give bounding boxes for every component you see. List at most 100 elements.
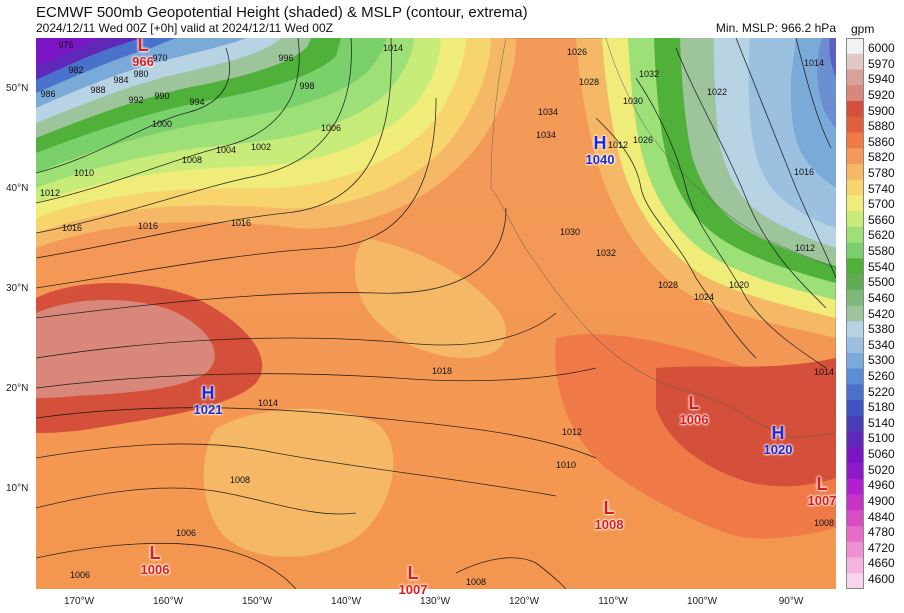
- colorbar-tick-label: 5020: [868, 462, 895, 477]
- isobar-label: 1014: [813, 367, 835, 377]
- colorbar-tick-label: 5220: [868, 384, 895, 399]
- colorbar-swatch: [846, 352, 864, 370]
- lon-label-90w: 90°W: [778, 596, 804, 607]
- colorbar-swatch: [846, 85, 864, 102]
- colorbar-swatch: [846, 289, 864, 307]
- colorbar: [846, 38, 864, 589]
- isobar-label: 1016: [793, 167, 815, 177]
- isobar-label: 1028: [657, 280, 679, 290]
- isobar-label: 988: [90, 85, 106, 95]
- high-value: 1040: [585, 152, 615, 167]
- lon-label-170w: 170°W: [63, 596, 95, 607]
- low-symbol: L: [137, 35, 149, 55]
- low-symbol: L: [149, 543, 161, 563]
- isobar-label: 1032: [595, 248, 617, 258]
- isobar-label: 982: [68, 65, 84, 75]
- colorbar-tick-label: 5820: [868, 150, 895, 165]
- colorbar-swatch: [846, 258, 864, 275]
- colorbar-tick-label: 5700: [868, 197, 895, 212]
- low-symbol: L: [816, 474, 828, 494]
- isobar-label: 1022: [706, 87, 728, 97]
- colorbar-tick-label: 5660: [868, 212, 895, 227]
- colorbar-swatch: [846, 557, 864, 574]
- colorbar-swatch: [846, 38, 864, 55]
- isobar-label: 1034: [535, 130, 557, 140]
- colorbar-frame: [846, 38, 864, 589]
- colorbar-swatch: [846, 384, 864, 401]
- ridge-5780-center: [354, 238, 506, 358]
- colorbar-tick-label: 5260: [868, 369, 895, 383]
- isobar-label: 1010: [555, 460, 577, 470]
- isobar-label: 1006: [320, 123, 342, 133]
- isobar-label: 992: [128, 95, 144, 105]
- colorbar-tick-label: 6000: [868, 41, 895, 55]
- isobar-label: 1016: [137, 221, 159, 231]
- band-5060: [36, 38, 101, 66]
- low-value: 1006: [140, 562, 170, 577]
- colorbar-swatch: [846, 195, 864, 212]
- high-symbol: H: [593, 133, 607, 153]
- colorbar-swatch: [846, 148, 864, 165]
- colorbar-tick-label: 5100: [868, 431, 895, 446]
- isobar-label: 994: [189, 97, 205, 107]
- colorbar-tick-label: 4840: [868, 509, 895, 524]
- colorbar-swatch: [846, 211, 864, 228]
- colorbar-swatch: [846, 526, 864, 543]
- colorbar-tick-label: 4660: [868, 556, 895, 571]
- colorbar-swatch: [846, 163, 864, 181]
- low-symbol: L: [407, 563, 419, 583]
- colorbar-tick-label: 4600: [868, 572, 895, 586]
- high-pressure-marker: H 1021: [194, 384, 223, 416]
- isobar-label: 1014: [257, 398, 279, 408]
- high-pressure-marker: H 1020: [764, 424, 793, 456]
- high-symbol: H: [201, 383, 215, 403]
- lat-label-10n: 10°N: [6, 483, 29, 494]
- high-value: 1021: [193, 402, 223, 417]
- low-value: 1008: [594, 517, 624, 532]
- low-value: 1007: [398, 582, 428, 597]
- colorbar-swatch: [846, 541, 864, 559]
- colorbar-tick-label: 5580: [868, 244, 895, 258]
- low-value: 966: [132, 54, 154, 69]
- isobar-label: 1008: [181, 155, 203, 165]
- colorbar-swatch: [846, 116, 864, 133]
- colorbar-swatch: [846, 431, 864, 448]
- colorbar-swatch: [846, 69, 864, 86]
- isobar-label: 1008: [229, 475, 251, 485]
- isobar-label: 986: [40, 89, 56, 99]
- lon-label-150w: 150°W: [241, 596, 273, 607]
- isobar-label: 1016: [230, 218, 252, 228]
- colorbar-swatch: [846, 100, 864, 118]
- low-pressure-marker: L 1007: [808, 475, 837, 507]
- isobar-label: 1016: [61, 223, 83, 233]
- colorbar-swatch: [846, 447, 864, 464]
- colorbar-unit: gpm: [851, 22, 875, 36]
- colorbar-tick-label: 5970: [868, 56, 895, 71]
- isobar-label: 1030: [622, 96, 644, 106]
- colorbar-swatch: [846, 368, 864, 385]
- isobar-label: 1000: [151, 119, 173, 129]
- isobar-label: 996: [278, 53, 294, 63]
- colorbar-tick-label: 5540: [868, 259, 895, 274]
- low-value: 1006: [679, 412, 709, 427]
- isobar-label: 1012: [39, 188, 61, 198]
- low-pressure-marker: L 1008: [595, 499, 624, 531]
- isobar-label: 1014: [382, 43, 404, 53]
- coastline-north-america: [490, 38, 836, 439]
- isobar-label: 1012: [607, 140, 629, 150]
- colorbar-swatch: [846, 494, 864, 511]
- colorbar-tick-label: 5460: [868, 290, 895, 305]
- colorbar-tick-label: 5380: [868, 322, 895, 337]
- colorbar-swatch: [846, 415, 864, 433]
- low-pressure-marker: L 966: [132, 36, 154, 68]
- colorbar-tick-label: 4780: [868, 525, 895, 540]
- trough-5780-south: [203, 408, 394, 557]
- colorbar-tick-label: 5780: [868, 165, 895, 180]
- colorbar-swatch: [846, 337, 864, 354]
- colorbar-tick-label: 4720: [868, 540, 895, 555]
- isobar-label: 1032: [638, 69, 660, 79]
- isobar-label: 1012: [561, 427, 583, 437]
- lat-label-20n: 20°N: [6, 383, 29, 394]
- chart-title: ECMWF 500mb Geopotential Height (shaded)…: [36, 4, 528, 21]
- colorbar-tick-label: 5140: [868, 415, 895, 430]
